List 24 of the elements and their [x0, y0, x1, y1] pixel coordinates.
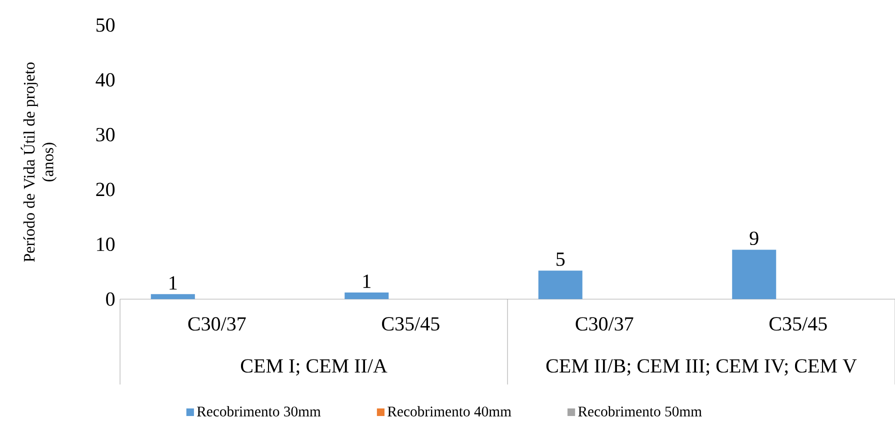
x-tick-label: C30/37	[188, 317, 246, 331]
data-label: 9	[750, 232, 758, 245]
y-tick-label: 10	[97, 237, 115, 251]
y-tick-label: 50	[96, 18, 115, 32]
data-label: 1	[363, 274, 370, 288]
bar	[150, 294, 195, 300]
legend-label: Recobrimento 40mm	[388, 406, 512, 416]
bar	[344, 292, 389, 300]
legend-label: Recobrimento 30mm	[197, 406, 321, 416]
bar	[538, 270, 582, 300]
data-label: 1	[170, 276, 177, 290]
x-tick-label: C35/45	[769, 317, 827, 331]
y-tick-label: 30	[96, 128, 115, 142]
text: CEM II/B; CEM III; CEM IV; CEM V	[546, 359, 857, 376]
data-label: 5	[556, 252, 565, 266]
bar	[732, 250, 776, 300]
legend-label: Recobrimento 50mm	[578, 406, 702, 416]
y-tick-label: 40	[96, 73, 115, 86]
text: CEM I; CEM II/A	[240, 359, 388, 376]
y-axis-title: Período de Vida Útil de projeto (anos)	[20, 62, 57, 262]
y-tick-label: 20	[96, 182, 115, 196]
y-tick-label: 0	[106, 292, 115, 306]
x-tick-label: C30/37	[576, 317, 634, 331]
x-tick-label: C35/45	[382, 317, 440, 331]
